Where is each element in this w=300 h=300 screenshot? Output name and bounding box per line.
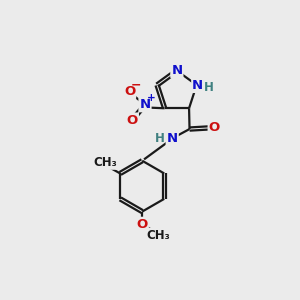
Text: CH₃: CH₃ [93, 156, 117, 169]
Text: H: H [204, 81, 213, 94]
Text: O: O [208, 122, 220, 134]
Text: N: N [192, 79, 203, 92]
Text: N: N [171, 64, 182, 77]
Text: O: O [127, 113, 138, 127]
Text: +: + [147, 93, 156, 103]
Text: N: N [167, 132, 178, 145]
Text: N: N [140, 98, 151, 111]
Text: O: O [124, 85, 135, 98]
Text: H: H [155, 132, 165, 145]
Text: CH₃: CH₃ [146, 229, 170, 242]
Text: O: O [136, 218, 148, 231]
Text: −: − [130, 79, 141, 92]
